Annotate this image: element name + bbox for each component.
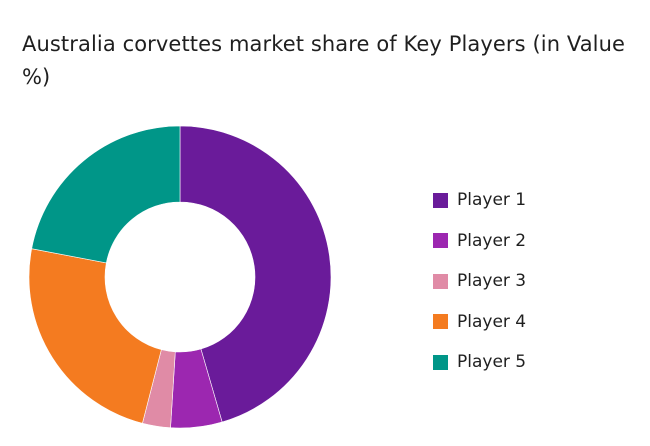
legend-item-player-4: Player 4 [433,302,526,343]
legend-swatch [433,233,448,249]
legend-label: Player 4 [457,311,527,332]
legend-item-player-3: Player 3 [433,261,526,302]
chart-legend: Player 1 Player 2 Player 3 Player 4 Play… [433,180,526,383]
slice-player-4 [28,248,162,424]
legend-swatch [433,314,448,330]
slice-player-1 [179,125,332,423]
legend-label: Player 2 [457,230,527,251]
legend-item-player-2: Player 2 [433,221,526,262]
slice-player-5 [31,125,181,264]
legend-swatch [433,354,448,370]
legend-label: Player 1 [457,190,527,211]
legend-label: Player 3 [457,271,527,292]
legend-swatch [433,192,448,208]
legend-label: Player 5 [457,352,527,373]
chart-title: Australia corvettes market share of Key … [22,32,626,89]
legend-swatch [433,273,448,289]
legend-item-player-5: Player 5 [433,342,526,383]
legend-item-player-1: Player 1 [433,180,526,221]
